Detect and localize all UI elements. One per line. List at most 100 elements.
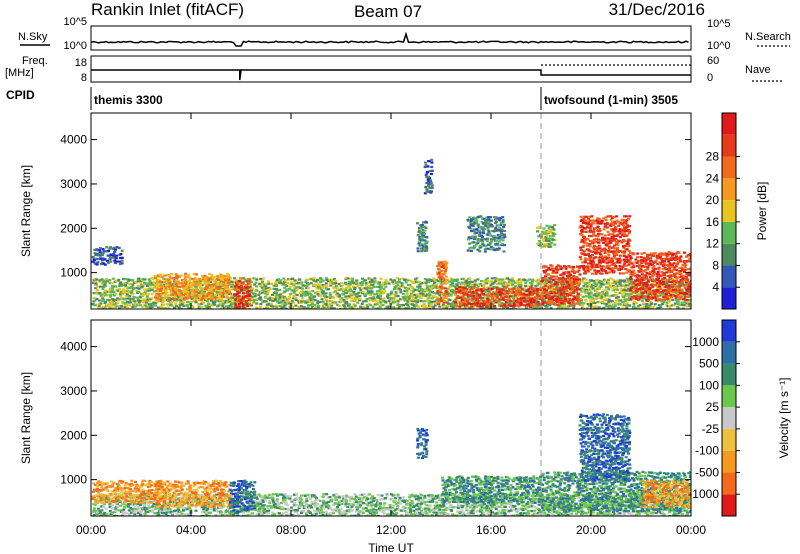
echo-cell: [568, 298, 572, 301]
echo-cell: [436, 273, 440, 276]
echo-cell: [401, 307, 405, 309]
echo-cell: [353, 288, 357, 291]
echo-cell: [275, 300, 279, 303]
echo-cell: [375, 303, 379, 306]
echo-cell: [288, 302, 292, 305]
echo-cell: [198, 280, 202, 283]
echo-cell: [273, 291, 277, 294]
echo-cell: [465, 303, 469, 306]
echo-cell: [549, 286, 553, 289]
echo-cell: [355, 292, 359, 295]
echo-cell: [568, 281, 572, 284]
echo-cell: [132, 296, 136, 299]
echo-cell: [481, 240, 485, 243]
echo-cell: [237, 286, 241, 289]
echo-cell: [599, 285, 603, 288]
echo-cell: [536, 296, 539, 299]
echo-cell: [582, 277, 586, 280]
echo-cell: [589, 291, 593, 294]
echo-cell: [170, 304, 174, 307]
echo-cell: [656, 257, 660, 260]
echo-cell: [587, 248, 591, 251]
echo-cell: [421, 294, 425, 297]
echo-cell: [609, 224, 613, 228]
echo-cell: [392, 293, 396, 296]
echo-cell: [653, 303, 657, 306]
echo-cell: [617, 298, 621, 301]
echo-cell: [131, 297, 135, 300]
echo-cell: [680, 301, 684, 304]
cpid-segment-1: themis 3300: [94, 93, 163, 107]
echo-cell: [103, 307, 107, 309]
echo-cell: [375, 300, 379, 303]
echo-cell: [378, 288, 382, 291]
echo-cell: [645, 307, 649, 309]
echo-cell: [589, 223, 593, 226]
echo-cell: [619, 222, 623, 225]
echo-cell: [491, 307, 495, 309]
echo-cell: [523, 304, 527, 307]
echo-cell: [633, 295, 637, 298]
echo-cell: [210, 304, 214, 307]
cpid-label: CPID: [6, 88, 35, 102]
echo-cell: [583, 288, 587, 291]
echo-cell: [202, 279, 206, 283]
echo-cell: [479, 288, 483, 291]
echo-cell: [564, 298, 567, 301]
echo-cell: [111, 307, 115, 309]
echo-cell: [590, 285, 593, 288]
echo-cell: [185, 285, 189, 289]
echo-cell: [598, 228, 602, 231]
echo-cell: [440, 305, 444, 308]
echo-cell: [498, 290, 502, 293]
echo-cell: [197, 303, 201, 306]
echo-cell: [131, 299, 135, 302]
echo-cell: [357, 291, 361, 294]
echo-cell: [656, 270, 660, 274]
echo-cell: [225, 282, 229, 285]
echo-cell: [224, 275, 228, 278]
echo-cell: [613, 301, 617, 304]
echo-cell: [101, 254, 104, 257]
echo-cell: [587, 292, 591, 295]
echo-cell: [675, 269, 679, 272]
echo-cell: [93, 299, 97, 302]
echo-cell: [666, 275, 670, 278]
echo-cell: [136, 280, 140, 283]
echo-cell: [643, 297, 647, 300]
echo-cell: [432, 277, 436, 280]
echo-cell: [352, 303, 356, 306]
echo-cell: [425, 249, 429, 252]
echo-cell: [492, 230, 496, 233]
echo-cell: [517, 305, 521, 308]
echo-cell: [630, 287, 634, 291]
echo-cell: [181, 297, 185, 300]
echo-cell: [320, 278, 324, 281]
echo-cell: [450, 291, 453, 294]
echo-cell: [302, 290, 306, 293]
echo-cell: [295, 281, 299, 284]
echo-cell: [169, 289, 173, 292]
echo-cell: [427, 288, 431, 291]
echo-cell: [321, 283, 325, 287]
echo-cell: [149, 283, 152, 286]
echo-cell: [245, 300, 248, 303]
echo-cell: [235, 307, 239, 309]
echo-cell: [511, 288, 515, 291]
echo-cell: [659, 274, 663, 277]
echo-cell: [494, 279, 498, 283]
echo-cell: [671, 288, 675, 291]
echo-cell: [470, 294, 474, 297]
echo-cell: [472, 216, 476, 219]
echo-cell: [671, 279, 675, 282]
echo-cell: [381, 304, 385, 307]
echo-cell: [627, 249, 631, 252]
echo-cell: [442, 301, 446, 305]
echo-cell: [191, 277, 195, 281]
echo-cell: [341, 307, 345, 309]
echo-cell: [564, 300, 568, 303]
echo-cell: [209, 277, 213, 280]
echo-cell: [103, 291, 107, 295]
echo-cell: [476, 229, 480, 232]
echo-cell: [620, 241, 624, 244]
